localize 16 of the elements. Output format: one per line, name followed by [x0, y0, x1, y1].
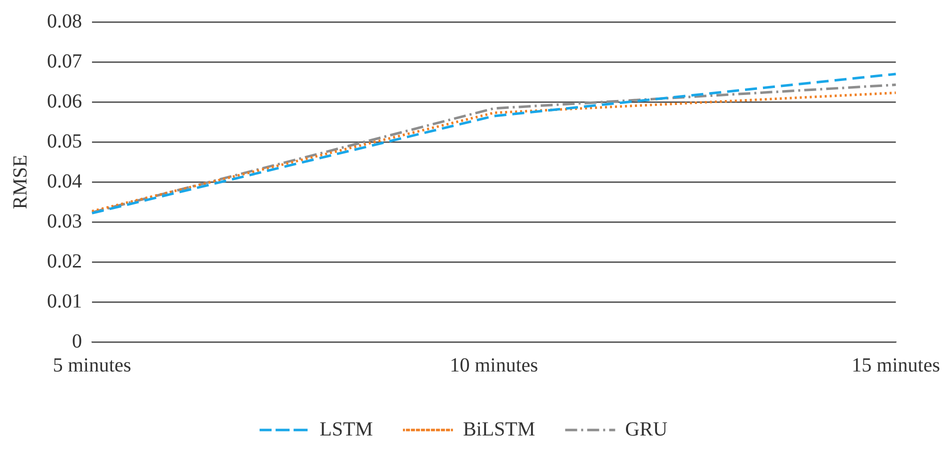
y-tick-label: 0.08 — [47, 10, 82, 32]
x-tick-label: 15 minutes — [852, 354, 940, 376]
x-tick-label: 10 minutes — [450, 354, 538, 376]
y-tick-label: 0.05 — [47, 130, 82, 152]
legend-label: GRU — [625, 418, 668, 440]
legend-label: BiLSTM — [462, 418, 536, 440]
y-tick-label: 0.06 — [47, 90, 82, 112]
x-tick-label: 5 minutes — [52, 354, 132, 376]
y-tick-label: 0 — [72, 330, 82, 352]
y-tick-label: 0.04 — [47, 170, 82, 192]
y-tick-label: 0.03 — [47, 210, 82, 232]
legend-label: LSTM — [320, 418, 374, 440]
y-tick-label: 0.07 — [47, 50, 82, 72]
y-tick-label: 0.01 — [47, 290, 82, 312]
y-tick-label: 0.02 — [47, 250, 82, 272]
y-axis-title: RMSE — [9, 154, 32, 210]
